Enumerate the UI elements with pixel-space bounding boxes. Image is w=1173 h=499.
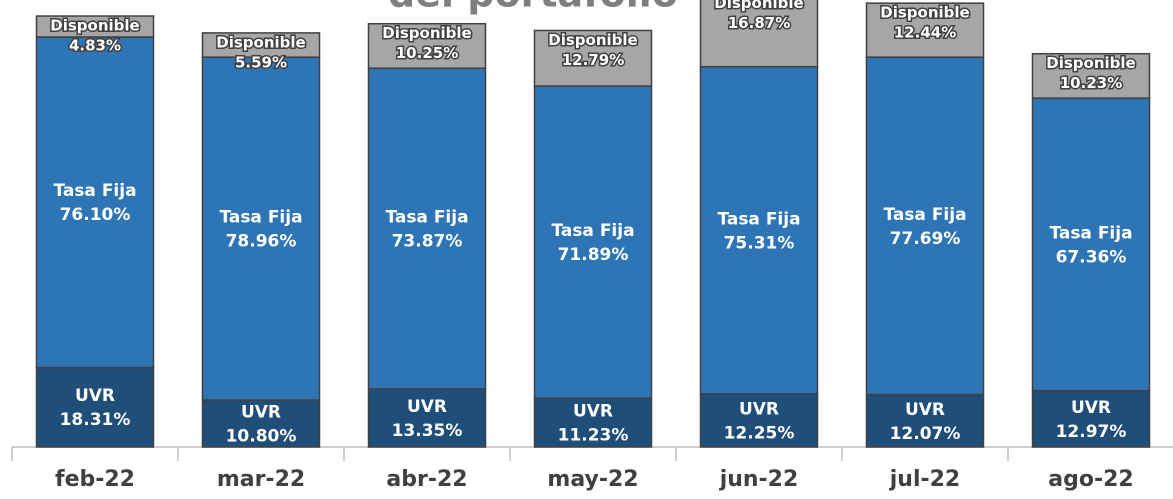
bar-segment (1031, 97, 1151, 392)
segment-name: UVR (573, 402, 613, 422)
bar-segment (35, 15, 155, 38)
value-label: 12.07% (890, 424, 961, 444)
segment-name: Tasa Fija (883, 205, 966, 225)
value-label: 10.23% (1060, 74, 1122, 92)
value-label: 73.87% (392, 232, 463, 252)
bar-segment (201, 32, 321, 58)
chart-title: del portafolio (388, 0, 678, 16)
bar-segment (367, 388, 487, 448)
bar-segment (201, 56, 321, 401)
bar-segment (699, 0, 819, 68)
bar-segment (533, 29, 653, 87)
value-label: 12.79% (562, 51, 624, 69)
segment-name: UVR (905, 400, 945, 420)
value-label: 10.80% (226, 427, 297, 447)
segment-name: Tasa Fija (551, 221, 634, 241)
bar-segment (201, 399, 321, 448)
bar-segment (865, 2, 985, 58)
value-label: 13.35% (392, 421, 463, 441)
bar-segment (367, 22, 487, 69)
segment-name: Disponible (216, 33, 305, 51)
segment-name: Disponible (382, 24, 471, 42)
value-label: 4.83% (69, 37, 121, 55)
bar-segment (533, 85, 653, 399)
x-tick-label: abr-22 (386, 467, 467, 492)
bar-segment (865, 393, 985, 448)
value-label: 76.10% (60, 205, 131, 225)
bar-segment (865, 56, 985, 396)
value-label: 11.23% (558, 426, 629, 446)
value-label: 75.31% (724, 233, 795, 253)
segment-name: UVR (1071, 398, 1111, 418)
x-tick-label: ago-22 (1048, 467, 1133, 492)
x-tick-label: jul-22 (889, 467, 961, 492)
segment-name: Disponible (1046, 54, 1135, 72)
segment-name: UVR (739, 399, 779, 419)
value-label: 12.25% (724, 423, 795, 443)
bar-segment (533, 397, 653, 448)
segment-name: Tasa Fija (717, 209, 800, 229)
segment-name: Tasa Fija (53, 181, 136, 201)
value-label: 16.87% (728, 14, 790, 32)
x-tick-label: may-22 (547, 467, 638, 492)
bar-segment (1031, 389, 1151, 448)
x-tick-label: jun-22 (719, 467, 799, 492)
segment-name: Disponible (50, 17, 139, 35)
value-label: 10.25% (396, 44, 458, 62)
value-label: 71.89% (558, 245, 629, 265)
value-label: 77.69% (890, 229, 961, 249)
value-label: 12.97% (1056, 422, 1127, 442)
segment-name: Disponible (714, 0, 803, 12)
bar-segment (1031, 52, 1151, 99)
segment-name: Disponible (548, 31, 637, 49)
value-label: 5.59% (235, 53, 287, 71)
bar-segment (35, 366, 155, 448)
x-tick-label: mar-22 (217, 467, 305, 492)
segment-name: Tasa Fija (219, 208, 302, 228)
bar-segment (35, 36, 155, 369)
segment-name: Disponible (880, 4, 969, 22)
value-label: 12.44% (894, 24, 956, 42)
bar-segment (699, 65, 819, 395)
value-label: 67.36% (1056, 247, 1127, 267)
segment-name: UVR (407, 397, 447, 417)
segment-name: UVR (241, 403, 281, 423)
segment-name: UVR (75, 386, 115, 406)
x-tick-label: feb-22 (55, 467, 135, 492)
bar-segment (367, 67, 487, 390)
value-label: 18.31% (60, 410, 131, 430)
segment-name: Tasa Fija (1049, 223, 1132, 243)
segment-name: Tasa Fija (385, 208, 468, 228)
value-label: 78.96% (226, 232, 297, 252)
